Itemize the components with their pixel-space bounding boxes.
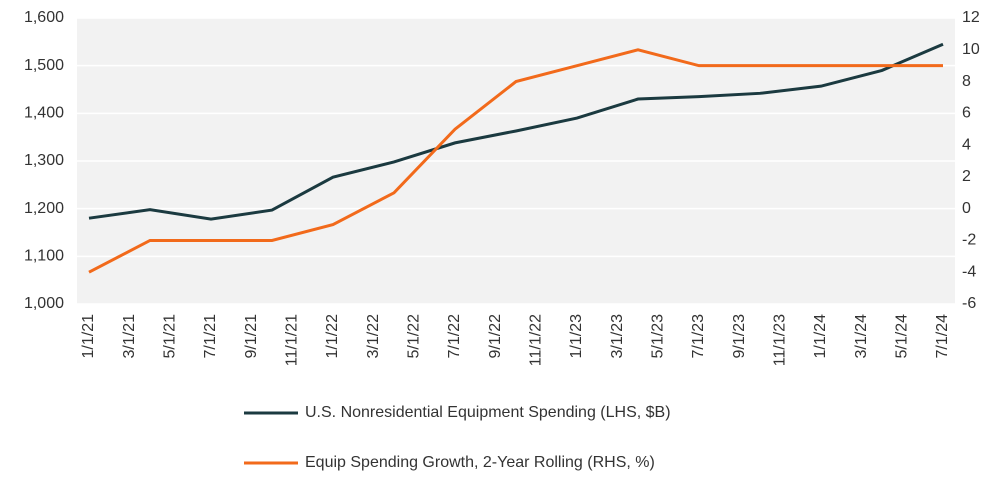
x-tick-label: 1/1/24	[812, 314, 829, 359]
x-tick-label: 9/1/23	[731, 314, 748, 359]
y2-tick-label: 8	[962, 73, 971, 90]
y-tick-label: 1,300	[24, 152, 64, 169]
legend-label: U.S. Nonresidential Equipment Spending (…	[305, 404, 671, 421]
x-tick-label: 5/1/23	[650, 314, 667, 359]
y-tick-label: 1,500	[24, 57, 64, 74]
x-tick-label: 7/1/24	[934, 314, 951, 359]
x-tick-label: 3/1/24	[853, 314, 870, 359]
x-tick-label: 9/1/21	[243, 314, 260, 359]
y2-tick-label: 6	[962, 105, 971, 122]
y2-tick-label: 12	[962, 9, 980, 26]
y-tick-label: 1,100	[24, 248, 64, 265]
y-tick-label: 1,000	[24, 295, 64, 312]
x-tick-label: 5/1/22	[406, 314, 423, 359]
x-tick-label: 1/1/23	[568, 314, 585, 359]
x-tick-label: 3/1/23	[609, 314, 626, 359]
y2-tick-label: -6	[962, 295, 976, 312]
x-tick-label: 3/1/21	[121, 314, 138, 359]
x-tick-label: 7/1/22	[446, 314, 463, 359]
x-tick-label: 9/1/22	[487, 314, 504, 359]
y2-tick-label: 0	[962, 200, 971, 217]
y-tick-label: 1,200	[24, 200, 64, 217]
x-tick-label: 7/1/23	[690, 314, 707, 359]
x-tick-label: 5/1/21	[162, 314, 179, 359]
y2-tick-label: 2	[962, 168, 971, 185]
legend-label: Equip Spending Growth, 2-Year Rolling (R…	[305, 454, 655, 471]
x-tick-label: 5/1/24	[894, 314, 911, 359]
series-line	[88, 48, 943, 274]
x-tick-label: 3/1/22	[365, 314, 382, 359]
x-tick-label: 11/1/21	[284, 314, 301, 366]
y2-tick-label: -4	[962, 263, 976, 280]
x-tick-label: 7/1/21	[202, 314, 219, 359]
x-tick-label: 1/1/22	[324, 314, 341, 359]
y2-tick-label: -2	[962, 232, 976, 249]
x-tick-label: 1/1/21	[80, 314, 97, 359]
series-line	[88, 42, 944, 221]
y-tick-label: 1,400	[24, 105, 64, 122]
x-tick-label: 11/1/22	[528, 314, 545, 366]
x-tick-label: 11/1/23	[772, 314, 789, 366]
y2-tick-label: 10	[962, 41, 980, 58]
y2-tick-label: 4	[962, 136, 971, 153]
y-tick-label: 1,600	[24, 9, 64, 26]
